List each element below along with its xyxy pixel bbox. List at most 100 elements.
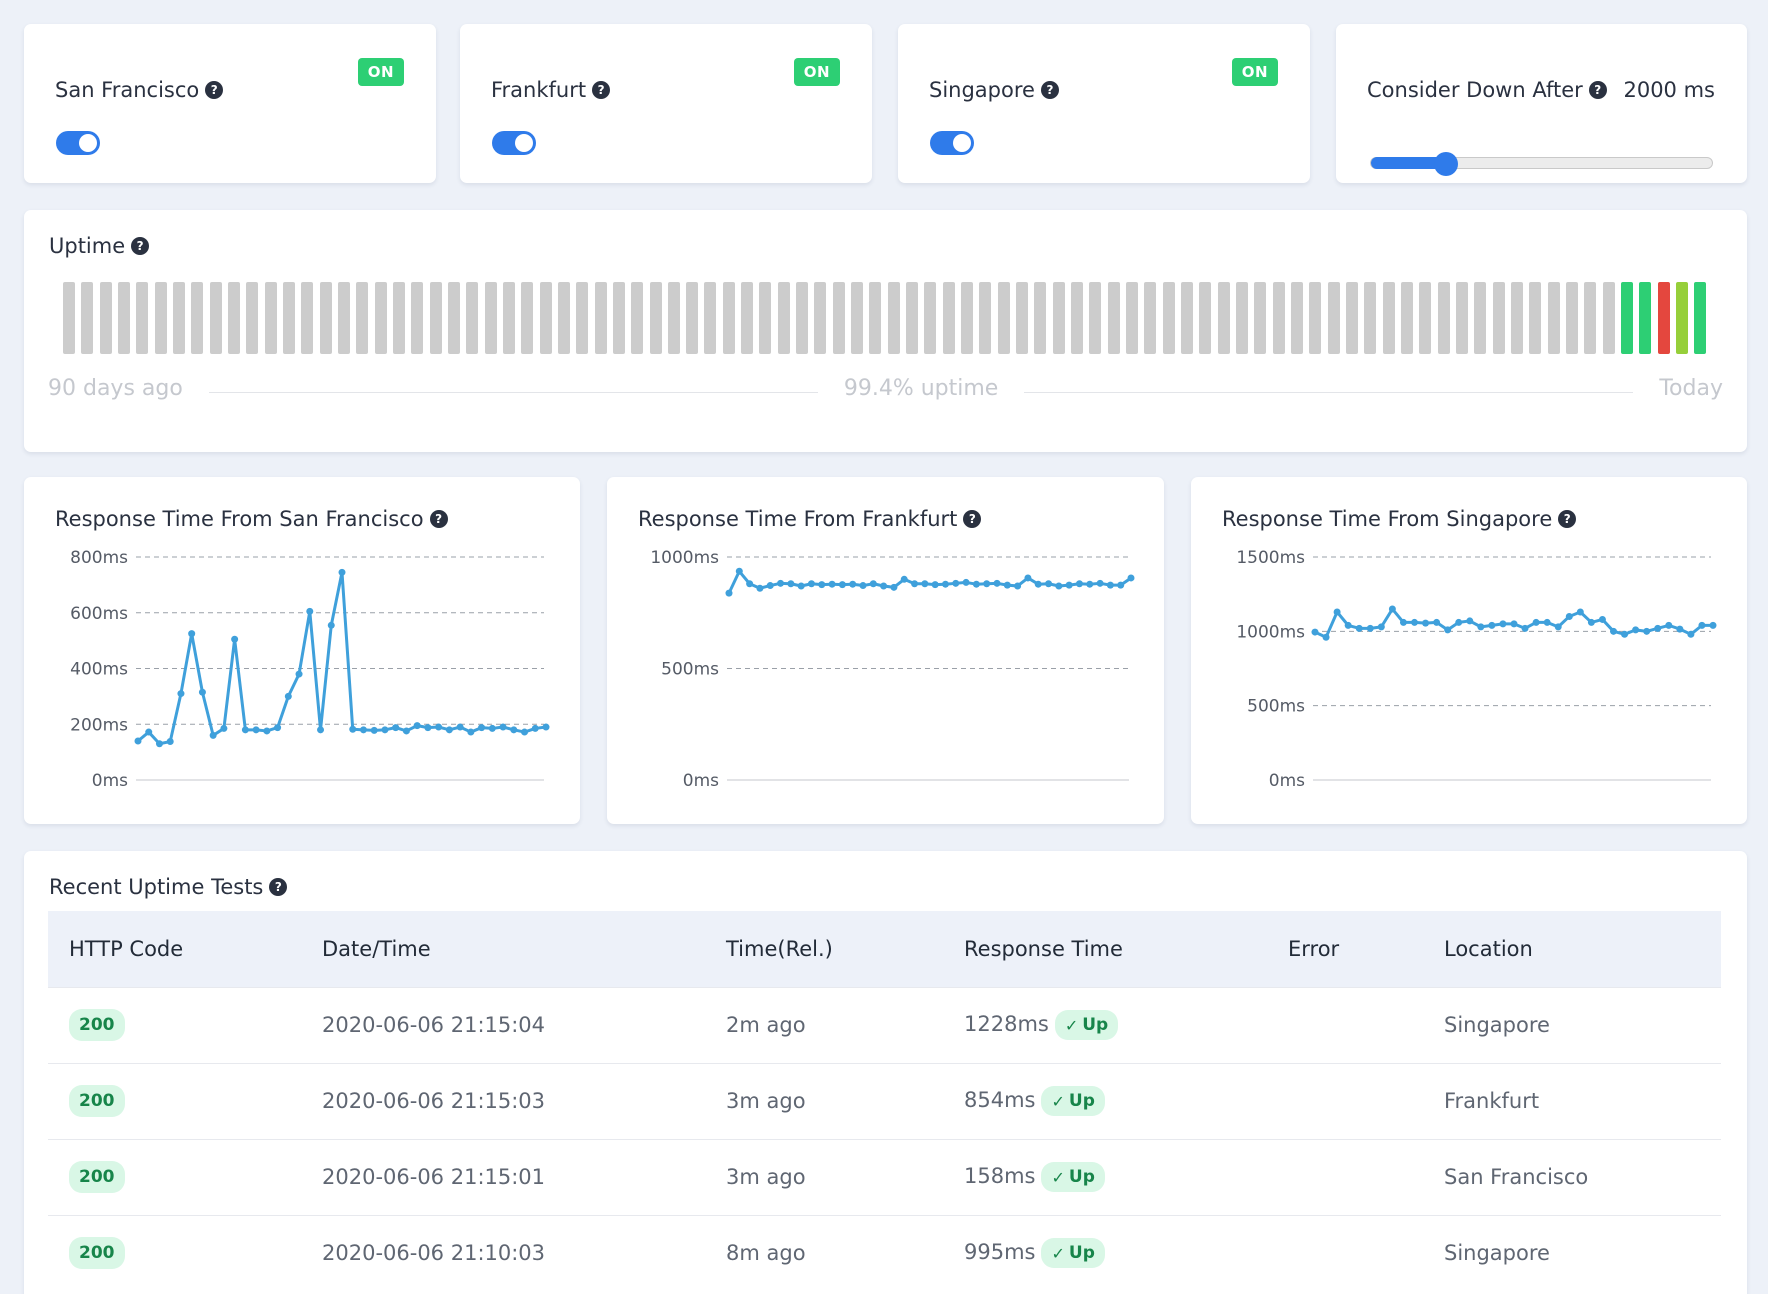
help-icon[interactable]: ? [131, 237, 150, 255]
uptime-day-bar[interactable] [172, 282, 185, 354]
data-point[interactable] [155, 740, 163, 748]
uptime-day-bar[interactable] [227, 282, 240, 354]
down-after-slider[interactable] [1370, 152, 1713, 176]
help-icon[interactable]: ? [1588, 81, 1607, 99]
uptime-day-bar[interactable] [282, 282, 295, 354]
uptime-day-bar[interactable] [411, 282, 424, 354]
uptime-day-bar[interactable] [1547, 282, 1560, 354]
data-point[interactable] [252, 726, 260, 734]
data-point[interactable] [993, 579, 1001, 587]
uptime-day-bar[interactable] [814, 282, 827, 354]
uptime-day-bar[interactable] [1254, 282, 1267, 354]
data-point[interactable] [1433, 618, 1441, 626]
data-point[interactable] [962, 578, 970, 586]
uptime-day-bar[interactable] [1675, 282, 1688, 354]
data-point[interactable] [359, 726, 367, 734]
data-point[interactable] [327, 621, 335, 629]
data-point[interactable] [972, 580, 980, 588]
uptime-day-bar[interactable] [594, 282, 607, 354]
uptime-day-bar[interactable] [832, 282, 845, 354]
data-point[interactable] [859, 582, 867, 590]
data-point[interactable] [134, 737, 142, 745]
uptime-day-bar[interactable] [337, 282, 350, 354]
data-point[interactable] [746, 580, 754, 588]
uptime-day-bar[interactable] [851, 282, 864, 354]
data-point[interactable] [145, 728, 153, 736]
data-point[interactable] [1632, 626, 1640, 634]
data-point[interactable] [1621, 630, 1629, 638]
uptime-day-bar[interactable] [997, 282, 1010, 354]
data-point[interactable] [1075, 580, 1083, 588]
data-point[interactable] [284, 692, 292, 700]
uptime-day-bar[interactable] [484, 282, 497, 354]
data-point[interactable] [931, 581, 939, 589]
uptime-day-bar[interactable] [1565, 282, 1578, 354]
uptime-day-bar[interactable] [392, 282, 405, 354]
uptime-day-bar[interactable] [1272, 282, 1285, 354]
uptime-day-bar[interactable] [759, 282, 772, 354]
region-toggle[interactable] [930, 131, 974, 155]
header-error[interactable]: Error [1288, 936, 1340, 961]
data-point[interactable] [756, 584, 764, 592]
data-point[interactable] [274, 724, 282, 732]
uptime-day-bar[interactable] [741, 282, 754, 354]
data-point[interactable] [1444, 626, 1452, 634]
data-point[interactable] [1510, 620, 1518, 628]
data-point[interactable] [983, 580, 991, 588]
data-point[interactable] [1366, 624, 1374, 632]
data-point[interactable] [766, 582, 774, 590]
uptime-day-bar[interactable] [1162, 282, 1175, 354]
table-row[interactable]: 200 2020-06-06 21:15:01 3m ago 158ms ✓ Up … [48, 1138, 1721, 1215]
uptime-day-bar[interactable] [906, 282, 919, 354]
data-point[interactable] [1466, 617, 1474, 625]
table-row[interactable]: 200 2020-06-06 21:15:03 3m ago 854ms ✓ Up … [48, 1062, 1721, 1139]
uptime-day-bar[interactable] [209, 282, 222, 354]
uptime-day-bar[interactable] [1217, 282, 1230, 354]
slider-thumb[interactable] [1434, 152, 1459, 176]
uptime-day-bar[interactable] [942, 282, 955, 354]
uptime-day-bar[interactable] [869, 282, 882, 354]
header-response-time[interactable]: Response Time [964, 936, 1123, 961]
uptime-day-bar[interactable] [796, 282, 809, 354]
region-toggle[interactable] [56, 131, 100, 155]
data-point[interactable] [166, 738, 174, 746]
data-point[interactable] [1576, 608, 1584, 616]
data-point[interactable] [499, 723, 507, 731]
data-point[interactable] [1610, 627, 1617, 635]
uptime-day-bar[interactable] [319, 282, 332, 354]
uptime-day-bar[interactable] [612, 282, 625, 354]
data-point[interactable] [1096, 579, 1104, 587]
data-point[interactable] [1643, 627, 1651, 635]
data-point[interactable] [1565, 612, 1573, 620]
data-point[interactable] [381, 726, 389, 734]
uptime-day-bar[interactable] [704, 282, 717, 354]
uptime-day-bar[interactable] [1400, 282, 1413, 354]
uptime-day-bar[interactable] [1034, 282, 1047, 354]
data-point[interactable] [1654, 624, 1662, 632]
data-point[interactable] [1333, 608, 1341, 616]
data-point[interactable] [1521, 624, 1529, 632]
data-point[interactable] [177, 690, 185, 698]
data-point[interactable] [1676, 625, 1684, 633]
data-point[interactable] [1003, 581, 1011, 589]
data-point[interactable] [1355, 624, 1363, 632]
uptime-day-bar[interactable] [521, 282, 534, 354]
data-point[interactable] [349, 725, 357, 733]
data-point[interactable] [317, 726, 325, 734]
data-point[interactable] [797, 582, 805, 590]
uptime-day-bar[interactable] [429, 282, 442, 354]
header-location[interactable]: Location [1444, 936, 1533, 961]
data-point[interactable] [849, 580, 857, 588]
uptime-day-bar[interactable] [154, 282, 167, 354]
data-point[interactable] [1311, 628, 1319, 636]
help-icon[interactable]: ? [269, 878, 288, 896]
help-icon[interactable]: ? [205, 81, 224, 99]
uptime-day-bar[interactable] [539, 282, 552, 354]
data-point[interactable] [220, 724, 228, 732]
data-point[interactable] [338, 568, 346, 576]
uptime-day-bar[interactable] [1437, 282, 1450, 354]
uptime-day-bar[interactable] [1510, 282, 1523, 354]
data-point[interactable] [900, 575, 908, 583]
data-point[interactable] [1045, 580, 1053, 588]
uptime-day-bar[interactable] [1016, 282, 1029, 354]
